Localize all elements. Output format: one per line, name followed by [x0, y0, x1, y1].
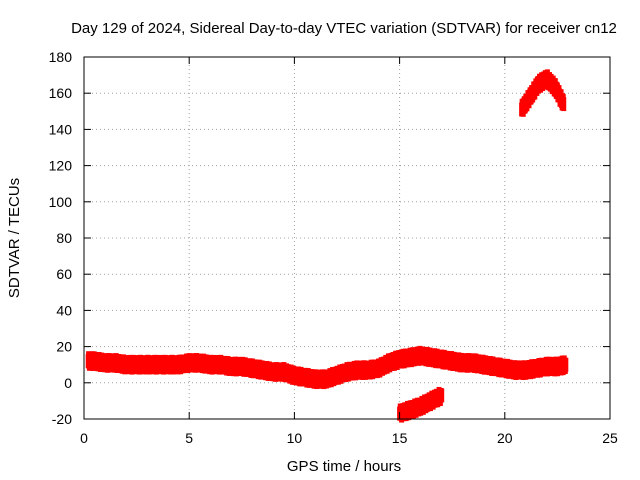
y-tick-label: 160 [49, 85, 73, 101]
x-tick-label: 5 [185, 430, 193, 446]
x-tick-label: 20 [497, 430, 513, 446]
ticks: 0 5 10 15 20 25 -20 0 20 40 60 80 100 120 140 160 180 [49, 49, 618, 446]
y-tick-label: 180 [49, 49, 73, 65]
series-sdtvar-main [85, 345, 569, 390]
y-tick-label: 20 [56, 339, 72, 355]
y-tick-label: 60 [56, 266, 72, 282]
x-tick-label: 10 [287, 430, 303, 446]
data-point [563, 357, 569, 372]
series-sdtvar-lower [397, 386, 445, 423]
data-point [561, 97, 567, 112]
y-tick-label: 120 [49, 158, 73, 174]
series-sdtvar-upper [519, 69, 567, 117]
y-tick-label: 140 [49, 121, 73, 137]
y-tick-label: 100 [49, 194, 73, 210]
x-tick-label: 15 [392, 430, 408, 446]
grid [84, 57, 610, 419]
x-tick-label: 0 [80, 430, 88, 446]
x-axis-label: GPS time / hours [287, 458, 401, 475]
y-axis-label: SDTVAR / TECUs [6, 178, 23, 298]
y-tick-label: -20 [52, 411, 72, 427]
data-layer [85, 69, 569, 423]
y-tick-label: 80 [56, 230, 72, 246]
data-point [439, 388, 445, 403]
x-tick-label: 25 [602, 430, 618, 446]
chart-title: Day 129 of 2024, Sidereal Day-to-day VTE… [71, 20, 617, 37]
y-tick-label: 0 [64, 375, 72, 391]
y-tick-label: 40 [56, 302, 72, 318]
